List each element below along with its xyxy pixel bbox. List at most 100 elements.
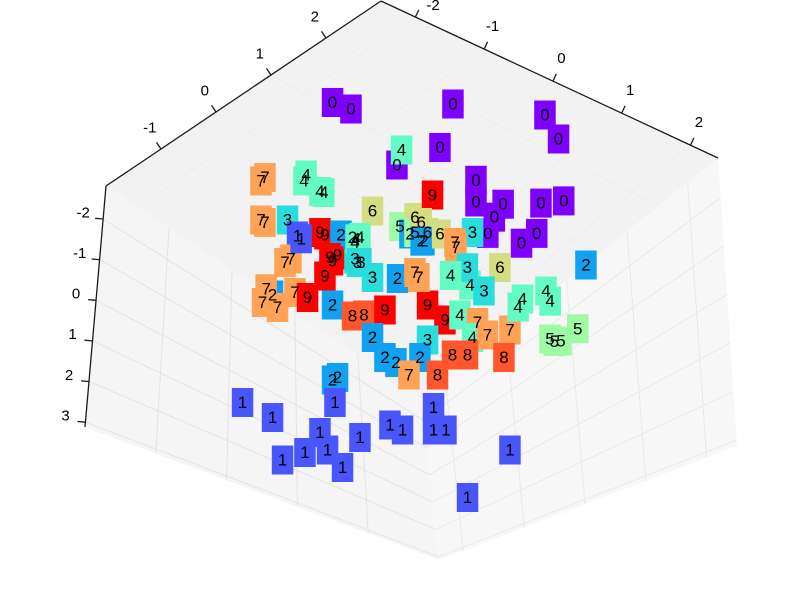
svg-text:8: 8 — [348, 306, 357, 325]
svg-text:1: 1 — [463, 488, 472, 507]
svg-text:3: 3 — [368, 268, 377, 287]
svg-text:1: 1 — [323, 440, 332, 459]
svg-text:0: 0 — [532, 224, 541, 243]
svg-text:7: 7 — [261, 279, 270, 298]
svg-text:1: 1 — [505, 440, 514, 459]
svg-text:0: 0 — [517, 234, 526, 253]
svg-text:0: 0 — [483, 224, 492, 243]
svg-text:4: 4 — [301, 165, 310, 184]
svg-text:-1: -1 — [486, 18, 499, 35]
svg-text:2: 2 — [368, 328, 377, 347]
svg-text:0: 0 — [559, 191, 568, 210]
svg-text:4: 4 — [468, 328, 477, 347]
svg-text:6: 6 — [368, 201, 377, 220]
svg-text:1: 1 — [256, 45, 264, 62]
svg-text:3: 3 — [463, 258, 472, 277]
svg-text:9: 9 — [440, 310, 449, 329]
svg-text:2: 2 — [380, 348, 389, 367]
svg-text:0: 0 — [471, 171, 480, 190]
svg-text:1: 1 — [268, 408, 277, 427]
svg-text:1: 1 — [429, 420, 438, 439]
svg-text:3: 3 — [283, 210, 292, 229]
svg-text:0: 0 — [448, 94, 457, 113]
svg-text:3: 3 — [423, 330, 432, 349]
svg-text:2: 2 — [391, 353, 400, 372]
svg-text:5: 5 — [573, 319, 582, 338]
svg-text:1: 1 — [296, 229, 305, 248]
svg-text:2: 2 — [336, 225, 345, 244]
svg-text:1: 1 — [300, 443, 309, 462]
svg-text:1: 1 — [338, 458, 347, 477]
svg-text:7: 7 — [290, 283, 299, 302]
svg-text:6: 6 — [435, 224, 444, 243]
svg-text:9: 9 — [325, 248, 334, 267]
svg-text:1: 1 — [398, 420, 407, 439]
svg-text:2: 2 — [581, 255, 590, 274]
svg-text:2: 2 — [695, 114, 703, 131]
svg-text:6: 6 — [416, 213, 425, 232]
svg-text:2: 2 — [333, 368, 342, 387]
svg-text:1: 1 — [441, 420, 450, 439]
svg-text:3: 3 — [468, 223, 477, 242]
svg-text:8: 8 — [463, 345, 472, 364]
svg-text:1: 1 — [315, 423, 324, 442]
svg-text:0: 0 — [557, 50, 565, 67]
svg-text:9: 9 — [320, 225, 329, 244]
svg-text:1: 1 — [385, 415, 394, 434]
svg-text:8: 8 — [448, 345, 457, 364]
svg-text:8: 8 — [499, 348, 508, 367]
svg-text:7: 7 — [451, 238, 460, 257]
svg-text:-2: -2 — [426, 0, 439, 14]
svg-text:1: 1 — [330, 393, 339, 412]
svg-text:2: 2 — [328, 295, 337, 314]
svg-text:1: 1 — [355, 428, 364, 447]
svg-text:0: 0 — [72, 286, 80, 303]
svg-text:0: 0 — [435, 138, 444, 157]
svg-text:9: 9 — [380, 300, 389, 319]
svg-text:9: 9 — [428, 185, 437, 204]
svg-text:1: 1 — [238, 393, 247, 412]
svg-text:7: 7 — [404, 365, 413, 384]
svg-text:4: 4 — [397, 140, 406, 159]
svg-text:0: 0 — [346, 99, 355, 118]
svg-text:2: 2 — [415, 348, 424, 367]
svg-text:4: 4 — [455, 305, 464, 324]
svg-text:2: 2 — [393, 269, 402, 288]
svg-text:0: 0 — [554, 129, 563, 148]
svg-text:5: 5 — [550, 332, 559, 351]
svg-text:7: 7 — [483, 325, 492, 344]
svg-text:2: 2 — [311, 8, 319, 25]
svg-text:4: 4 — [465, 275, 474, 294]
svg-text:8: 8 — [359, 305, 368, 324]
svg-text:3: 3 — [479, 281, 488, 300]
svg-text:6: 6 — [495, 258, 504, 277]
svg-text:3: 3 — [353, 253, 362, 272]
svg-text:0: 0 — [536, 194, 545, 213]
svg-text:0: 0 — [498, 195, 507, 214]
svg-text:7: 7 — [414, 268, 423, 287]
svg-text:7: 7 — [505, 320, 514, 339]
svg-text:7: 7 — [273, 298, 282, 317]
svg-text:4: 4 — [545, 292, 554, 311]
svg-text:3: 3 — [61, 407, 69, 424]
svg-text:8: 8 — [433, 365, 442, 384]
svg-text:-1: -1 — [143, 119, 156, 136]
svg-text:9: 9 — [320, 266, 329, 285]
svg-text:0: 0 — [328, 93, 337, 112]
svg-text:7: 7 — [260, 168, 269, 187]
svg-text:0: 0 — [201, 82, 209, 99]
svg-text:9: 9 — [303, 288, 312, 307]
svg-text:-2: -2 — [77, 204, 90, 221]
svg-text:7: 7 — [286, 249, 295, 268]
svg-text:4: 4 — [513, 298, 522, 317]
svg-text:1: 1 — [68, 326, 76, 343]
svg-text:1: 1 — [626, 82, 634, 99]
svg-text:4: 4 — [319, 183, 328, 202]
svg-text:-1: -1 — [73, 245, 86, 262]
svg-text:2: 2 — [416, 232, 425, 251]
svg-text:1: 1 — [278, 450, 287, 469]
svg-text:4: 4 — [351, 229, 360, 248]
svg-text:9: 9 — [423, 295, 432, 314]
svg-text:0: 0 — [540, 105, 549, 124]
svg-text:2: 2 — [65, 367, 73, 384]
